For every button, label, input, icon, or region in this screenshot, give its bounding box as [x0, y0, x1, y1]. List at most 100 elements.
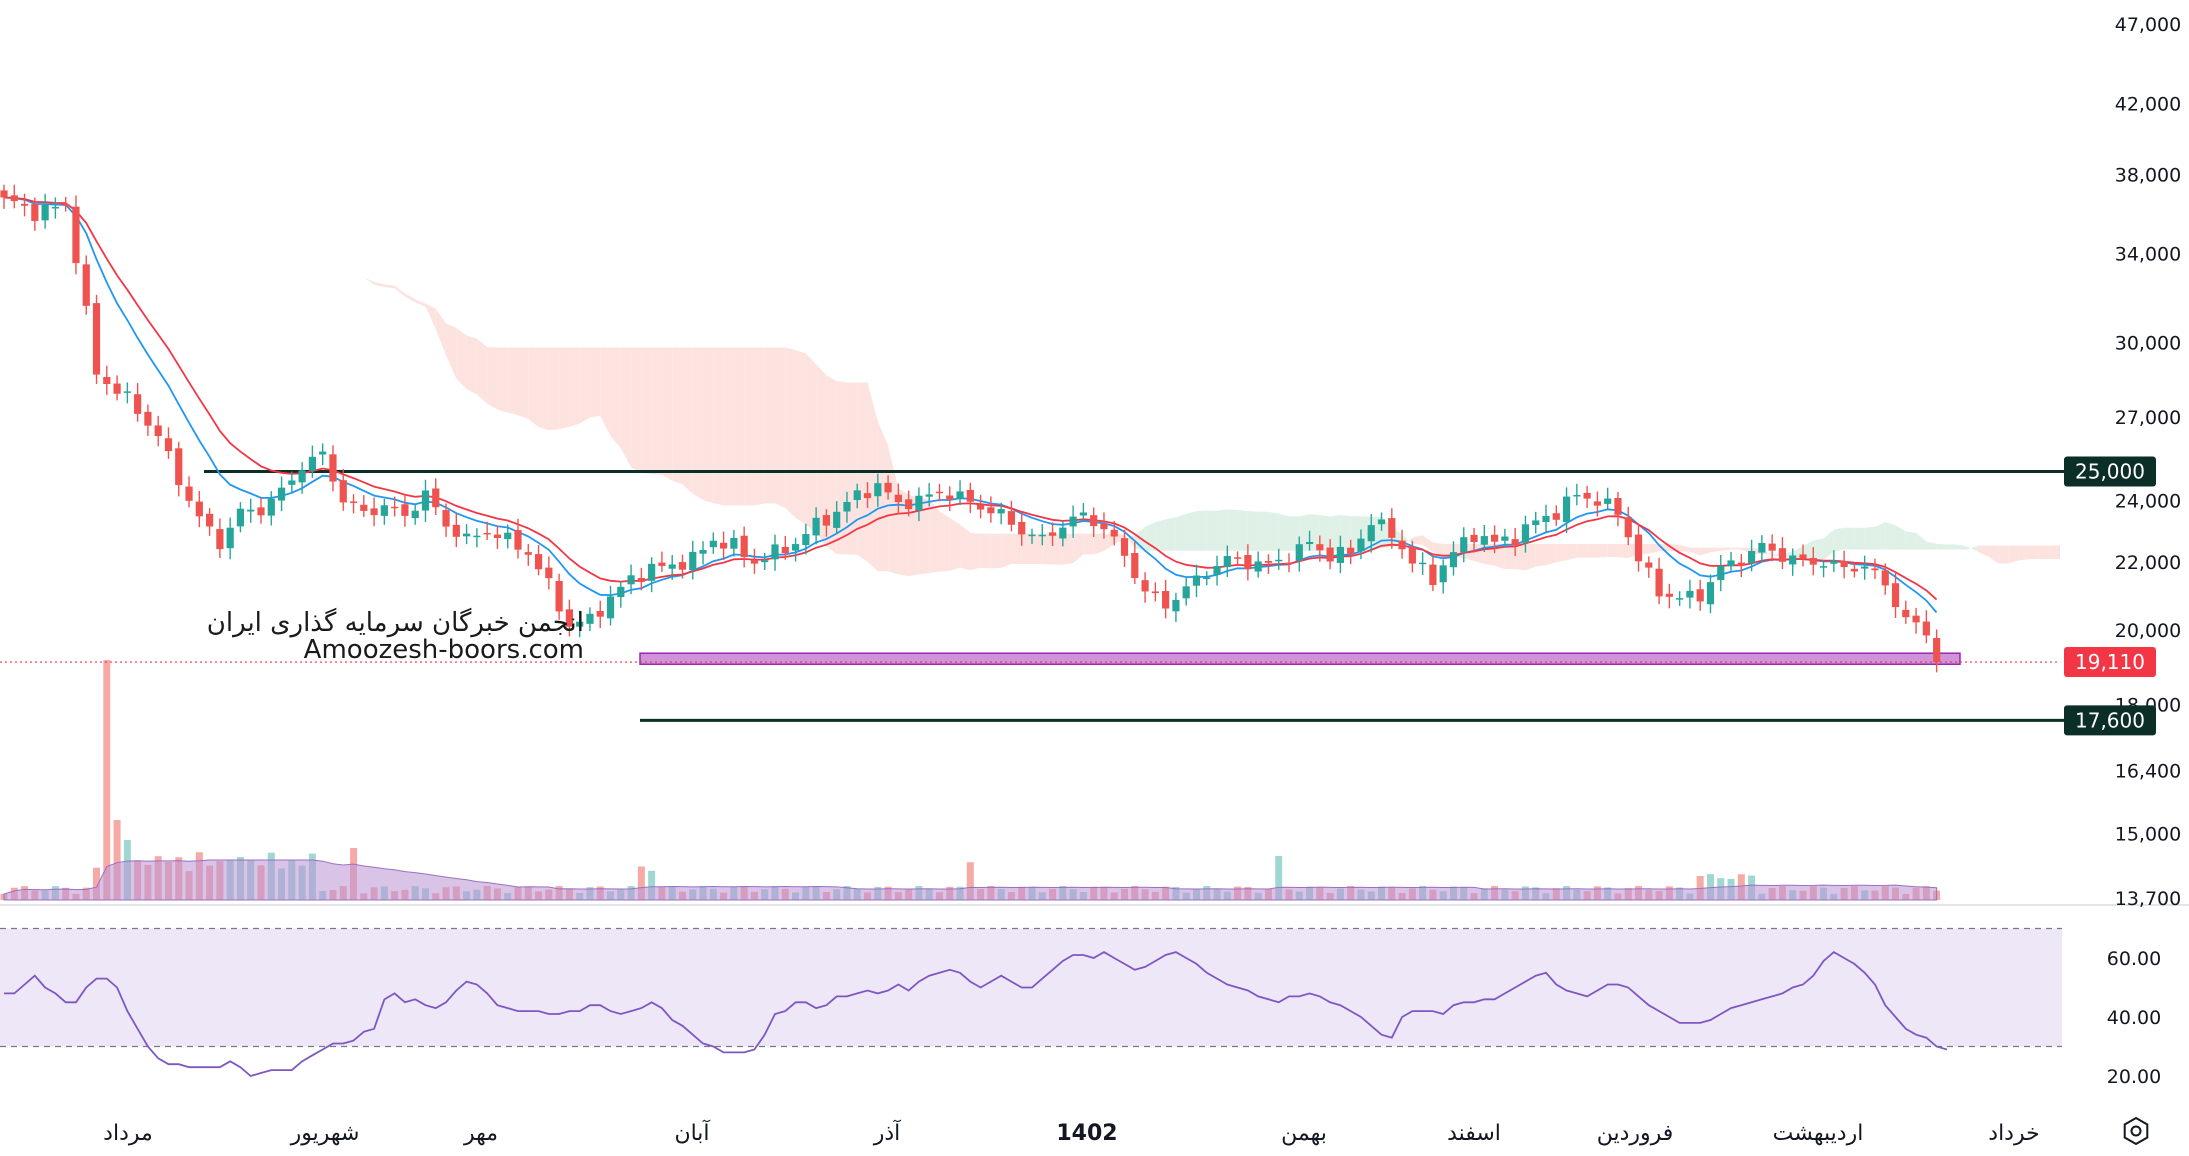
- candle-body: [874, 483, 882, 497]
- cloud-segment: [1998, 545, 2009, 564]
- cloud-segment: [2008, 545, 2019, 564]
- watermark-site: Amoozesh-boors.com: [304, 635, 584, 665]
- candle-body: [699, 550, 707, 554]
- candle-body: [966, 489, 974, 502]
- cloud-segment: [1689, 547, 1701, 556]
- cloud-segment: [713, 347, 724, 506]
- cloud-segment: [497, 347, 508, 413]
- candle-body: [1861, 566, 1869, 569]
- candle-body: [884, 482, 892, 493]
- cloud-segment: [600, 347, 611, 436]
- cloud-segment: [651, 347, 662, 475]
- cloud-segment: [476, 338, 488, 404]
- cloud-segment: [1155, 519, 1166, 551]
- cloud-segment: [898, 488, 909, 577]
- candle-body: [1357, 538, 1365, 552]
- candle-body: [1007, 511, 1016, 525]
- candle-body: [565, 609, 573, 627]
- candle-body: [1439, 565, 1447, 583]
- cloud-segment: [641, 347, 652, 475]
- candle-body: [452, 524, 460, 537]
- candle-body: [1521, 524, 1530, 543]
- cloud-segment: [631, 347, 642, 473]
- candle-body: [606, 596, 615, 619]
- candle-body: [432, 488, 440, 508]
- cloud-segment: [610, 347, 621, 449]
- rsi-line: [4, 951, 1948, 1078]
- candle-body: [1501, 536, 1509, 541]
- cloud-segment: [816, 364, 827, 547]
- candle-body: [997, 509, 1005, 514]
- cloud-segment: [332, 207, 344, 229]
- cloud-segment: [1309, 514, 1320, 551]
- candle-body: [1234, 557, 1242, 559]
- cloud-segment: [466, 335, 477, 395]
- cloud-segment: [939, 511, 950, 572]
- candle-body: [689, 551, 697, 571]
- candle-body: [319, 451, 327, 455]
- cloud-segment: [353, 246, 364, 278]
- time-axis-label: اسفند: [1447, 1121, 1501, 1146]
- candle-body: [360, 504, 368, 511]
- candle-body: [1460, 537, 1468, 553]
- volume-bar: [1275, 856, 1283, 900]
- cloud-segment: [507, 347, 518, 416]
- candle-body: [935, 491, 944, 494]
- candle-body: [1398, 540, 1406, 550]
- candle-body: [1069, 516, 1077, 527]
- cloud-segment: [1289, 516, 1300, 551]
- cloud-segment: [1474, 543, 1485, 564]
- level-price-tag-bg: [2064, 705, 2156, 736]
- candle-body: [164, 438, 173, 452]
- candle-body: [1532, 520, 1540, 526]
- cloud-segment: [435, 308, 447, 356]
- candle-body: [1470, 534, 1478, 542]
- candle-body: [123, 391, 131, 393]
- rsi-tick-label: 60.00: [2107, 948, 2161, 970]
- volume-bar: [113, 820, 121, 900]
- cloud-segment: [1196, 510, 1207, 551]
- candle-body: [678, 562, 687, 570]
- candle-body: [206, 513, 214, 527]
- candle-body: [822, 515, 830, 526]
- ichimoku-cloud: [271, 196, 2060, 577]
- candle-body: [277, 487, 286, 501]
- cloud-segment: [1042, 533, 1053, 565]
- cloud-segment: [1083, 533, 1094, 555]
- volume-bar: [648, 870, 656, 900]
- candle-body: [288, 480, 296, 485]
- candle-body: [236, 508, 245, 527]
- cloud-segment: [415, 299, 426, 307]
- support-zone: [639, 652, 1961, 666]
- cloud-segment: [1032, 533, 1043, 564]
- candlesticks: [0, 184, 1941, 673]
- candle-body: [308, 456, 316, 471]
- candle-body: [380, 505, 388, 516]
- cloud-segment: [1864, 526, 1875, 550]
- candle-body: [185, 486, 193, 501]
- candle-body: [1223, 556, 1231, 568]
- price-tick-label: 20,000: [2115, 620, 2181, 642]
- price-tick-label: 38,000: [2115, 165, 2181, 187]
- candle-body: [339, 480, 347, 503]
- candle-body: [1912, 615, 1920, 623]
- cloud-segment: [1330, 514, 1341, 551]
- candle-body: [175, 448, 183, 486]
- cloud-segment: [1278, 513, 1289, 551]
- cloud-segment: [1607, 543, 1618, 558]
- cloud-segment: [1967, 545, 1978, 552]
- candle-body: [833, 511, 841, 528]
- candle-body: [463, 533, 471, 537]
- candle-body: [740, 535, 748, 558]
- cloud-segment: [2039, 545, 2050, 559]
- time-axis-label: مرداد: [103, 1121, 153, 1146]
- time-axis-label: خرداد: [1988, 1121, 2039, 1146]
- rsi-panel: 60.00 40.00 20.00: [0, 904, 2189, 1088]
- cloud-segment: [446, 323, 457, 379]
- volume-bar: [966, 862, 974, 900]
- time-axis-label: 1402: [1056, 1121, 1117, 1146]
- candle-body: [1789, 555, 1797, 565]
- cloud-segment: [1895, 525, 1906, 550]
- settings-icon[interactable]: [2123, 1116, 2149, 1146]
